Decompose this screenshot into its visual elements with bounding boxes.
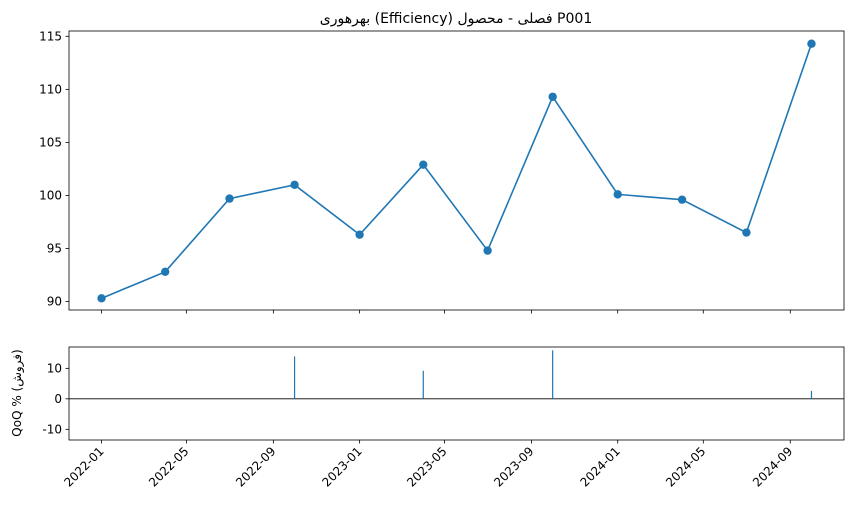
efficiency-point	[483, 246, 492, 255]
x-tick-label: 2023-05	[404, 444, 449, 489]
efficiency-point	[807, 39, 816, 48]
y-tick-label: -10	[42, 422, 62, 436]
efficiency-point	[548, 92, 557, 101]
x-tick-label: 2022-05	[146, 444, 191, 489]
y-tick-label: 110	[39, 82, 62, 96]
x-tick-label: 2023-09	[491, 444, 536, 489]
x-tick-label: 2024-05	[663, 444, 708, 489]
x-tick-label: 2022-01	[61, 444, 106, 489]
qoq-bar-plot: -10 0 10 2022-01 2022-05 2022-09 2023-01 2023-0…	[42, 346, 845, 490]
efficiency-line-plot: 90 95 100 105 110 115	[39, 29, 845, 314]
efficiency-point	[290, 180, 299, 190]
efficiency-point	[160, 267, 170, 277]
efficiency-point	[742, 228, 751, 237]
qoq-bar	[293, 356, 296, 399]
efficiency-point	[225, 194, 234, 203]
x-tick-label: 2024-01	[577, 444, 622, 489]
efficiency-point	[97, 294, 106, 303]
qoq-y-axis-label: QoQ % (فروش)	[10, 349, 25, 436]
y-tick-label: 105	[39, 135, 62, 149]
y-tick-label: 115	[39, 29, 62, 43]
y-tick-label: 0	[54, 392, 62, 406]
efficiency-point	[677, 195, 687, 204]
bottom-plot-frame	[68, 346, 845, 441]
efficiency-point	[613, 190, 622, 199]
x-tick-label: 2022-09	[233, 444, 278, 489]
x-tick-label: 2023-01	[319, 444, 364, 489]
efficiency-line	[101, 43, 813, 300]
efficiency-point	[419, 160, 428, 169]
qoq-bar	[422, 370, 424, 399]
y-tick-label: 100	[39, 188, 62, 202]
top-plot-frame	[68, 30, 845, 311]
chart-title: بهرهوری (Efficiency) فصلی - محصول P001	[320, 11, 592, 27]
x-tick-label: 2024-09	[750, 444, 795, 489]
y-tick-label: 95	[47, 241, 62, 255]
efficiency-point	[355, 230, 364, 239]
y-tick-label: 10	[47, 361, 62, 375]
y-tick-label: 90	[47, 295, 62, 309]
qoq-bar	[552, 350, 554, 399]
qoq-bar	[810, 390, 813, 399]
